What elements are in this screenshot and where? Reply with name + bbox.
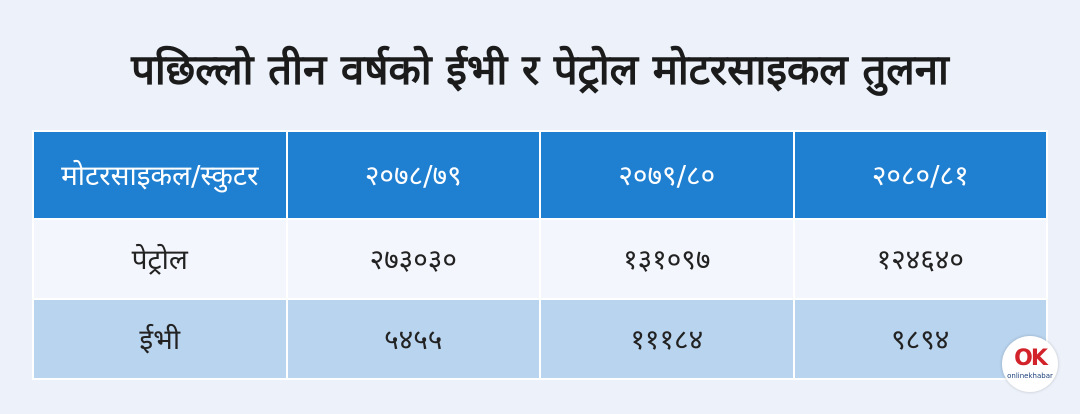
table-cell: १३१०९७ [539, 218, 795, 300]
column-header: २०७८/७९ [285, 130, 541, 220]
row-label: पेट्रोल [32, 218, 288, 300]
table-body: पेट्रोल २७३०३० १३१०९७ १२४६४० ईभी ५४५५ १११८४ ९८९… [32, 218, 1048, 380]
table-row: ईभी ५४५५ १११८४ ९८९४ [32, 298, 1048, 380]
logo-mark: OK [1014, 346, 1048, 371]
table-cell: १२४६४० [792, 218, 1048, 300]
logo: OK onlinekhabar [1002, 336, 1058, 392]
header-row: मोटरसाइकल/स्कुटर २०७८/७९ २०७९/८० २०८०/८१ [32, 130, 1048, 220]
column-header: २०७९/८० [539, 130, 795, 220]
table-cell: ९८९४ [792, 298, 1048, 380]
table-row: पेट्रोल २७३०३० १३१०९७ १२४६४० [32, 218, 1048, 300]
column-header: मोटरसाइकल/स्कुटर [32, 130, 288, 220]
row-label: ईभी [32, 298, 288, 380]
column-header: २०८०/८१ [792, 130, 1048, 220]
comparison-table: मोटरसाइकल/स्कुटर २०७८/७९ २०७९/८० २०८०/८१ पे… [32, 130, 1048, 380]
title: पछिल्लो तीन वर्षको ईभी र पेट्रोल मोटरसाइ… [131, 45, 949, 94]
table-cell: १११८४ [539, 298, 795, 380]
logo-text: onlinekhabar [1007, 372, 1053, 380]
table-cell: २७३०३० [285, 218, 541, 300]
table-cell: ५४५५ [285, 298, 541, 380]
